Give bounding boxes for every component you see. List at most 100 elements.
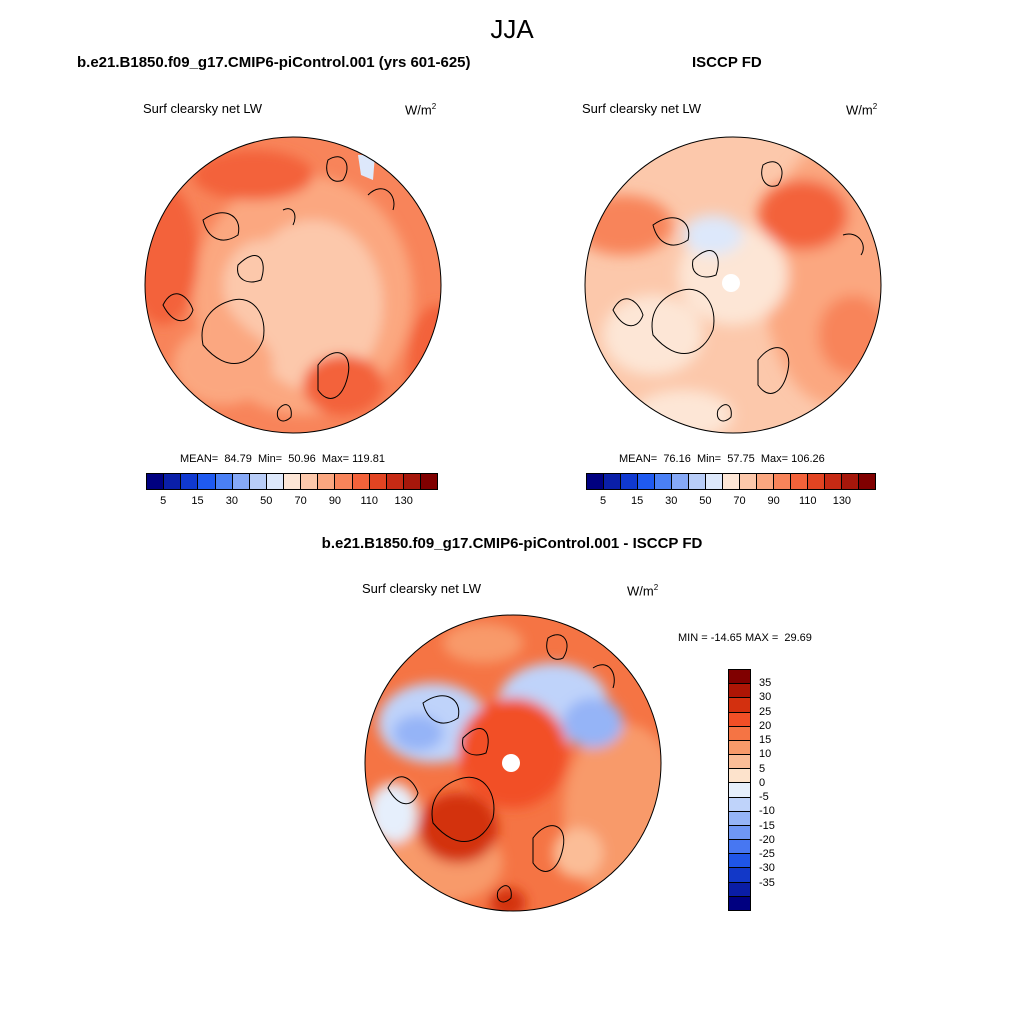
colorbar-tick-label: 30 [759,691,772,704]
colorbar-swatch [729,811,750,826]
colorbar-swatch [369,474,387,489]
colorbar-swatch [729,896,750,910]
panel1-variable-label: Surf clearsky net LW [143,101,262,116]
colorbar-swatch [421,474,438,489]
colorbar-swatch [859,474,875,489]
panel3-colorbar-labels: 35 30 25 20 15 10 5 0 -5 -10 -15 -20 -25 -30 -35 [759,669,799,911]
colorbar-tick-label: -5 [759,791,769,804]
colorbar-tick-label: -15 [759,819,775,832]
panel2-colorbar [586,473,876,490]
colorbar-swatch [729,854,750,869]
colorbar-tick-label: 25 [759,705,772,718]
colorbar-swatch [232,474,250,489]
colorbar-tick-label: -10 [759,805,775,818]
colorbar-swatch [284,474,302,489]
panel2-title: ISCCP FD [692,54,762,71]
colorbar-swatch [301,474,319,489]
panel1-coastlines [162,156,395,422]
panel1-units: W/m2 [405,102,437,118]
panel1-colorbar-labels: 5 15 30 50 70 90 110 130 [146,495,438,509]
panel3-coastlines [387,634,615,903]
colorbar-swatch [403,474,421,489]
colorbar-tick-label: 5 [759,762,766,775]
colorbar-swatch [729,882,750,897]
panel2-stats: MEAN= 76.16 Min= 57.75 Max= 106.26 [619,453,825,465]
colorbar-swatch [164,474,182,489]
colorbar-swatch [729,670,750,685]
panel2-coastlines [612,161,864,422]
colorbar-tick-label: 10 [759,748,772,761]
panel1-title: b.e21.B1850.f09_g17.CMIP6-piControl.001 … [77,54,471,71]
colorbar-tick-label: 5 [599,495,607,507]
colorbar-swatch [729,825,750,841]
colorbar-swatch [729,698,750,713]
colorbar-tick-label: 130 [394,495,413,507]
main-title: JJA [490,14,534,44]
colorbar-swatch [198,474,216,489]
colorbar-swatch [740,474,757,489]
colorbar-swatch [729,684,750,699]
colorbar-swatch [729,769,750,784]
panel1-colorbar [146,473,438,490]
colorbar-swatch [729,797,750,812]
panel2-units: W/m2 [846,102,878,118]
colorbar-swatch [729,726,750,741]
colorbar-tick-label: 70 [733,495,746,507]
panel3-title: b.e21.B1850.f09_g17.CMIP6-piControl.001 … [321,535,703,552]
colorbar-swatch [808,474,825,489]
colorbar-tick-label: 110 [360,495,379,507]
colorbar-tick-label: 20 [759,719,772,732]
panel1-polar-map [144,136,442,434]
colorbar-swatch [729,783,750,798]
colorbar-tick-label: 30 [665,495,678,507]
colorbar-swatch [181,474,199,489]
colorbar-swatch [791,474,808,489]
colorbar-swatch [655,474,672,489]
colorbar-tick-label: 70 [294,495,307,507]
panel3-colorbar [728,669,751,911]
colorbar-swatch [729,712,750,727]
colorbar-swatch [723,474,740,489]
colorbar-tick-label: 15 [759,734,772,747]
colorbar-tick-label: 50 [260,495,273,507]
colorbar-tick-label: 15 [191,495,204,507]
colorbar-swatch [689,474,706,489]
colorbar-tick-label: 15 [631,495,644,507]
panel3-units: W/m2 [627,583,659,599]
colorbar-swatch [729,740,750,756]
panel3-stats: MIN = -14.65 MAX = 29.69 [678,632,812,644]
panel2-colorbar-labels: 5 15 30 50 70 90 110 130 [586,495,876,509]
colorbar-swatch [729,755,750,770]
colorbar-tick-label: -25 [759,848,775,861]
panel3-polar-map [364,614,662,912]
colorbar-swatch [266,474,284,489]
colorbar-tick-label: -20 [759,833,775,846]
panel2-polar-map [584,136,882,434]
colorbar-tick-label: 5 [160,495,167,507]
colorbar-tick-label: 90 [767,495,780,507]
panel2-variable-label: Surf clearsky net LW [582,101,701,116]
colorbar-swatch [335,474,353,489]
colorbar-tick-label: 110 [798,495,817,507]
colorbar-tick-label: 35 [759,677,772,690]
panel1-stats: MEAN= 84.79 Min= 50.96 Max= 119.81 [180,453,385,465]
colorbar-swatch [587,474,604,489]
colorbar-swatch [638,474,655,489]
colorbar-swatch [621,474,638,489]
colorbar-swatch [706,474,723,489]
colorbar-tick-label: 30 [225,495,238,507]
colorbar-swatch [352,474,370,489]
colorbar-swatch [318,474,336,489]
colorbar-tick-label: 90 [328,495,342,507]
colorbar-swatch [729,840,750,855]
colorbar-tick-label: 50 [699,495,712,507]
colorbar-swatch [249,474,267,489]
colorbar-swatch [825,474,842,489]
panel3-variable-label: Surf clearsky net LW [362,581,481,596]
colorbar-swatch [842,474,859,489]
colorbar-swatch [672,474,689,489]
colorbar-swatch [215,474,233,489]
colorbar-swatch [774,474,791,489]
colorbar-swatch [604,474,621,489]
colorbar-tick-label: -30 [759,862,775,875]
